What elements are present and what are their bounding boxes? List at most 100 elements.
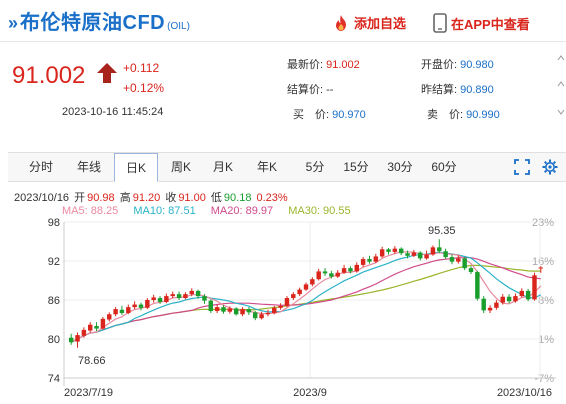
page-header: » 布伦特原油CFD (OIL) 添加自选 在APP中查看 <box>0 0 566 42</box>
candle-body <box>468 268 474 273</box>
quote-open: 开盘价: 90.980 <box>421 56 494 72</box>
candle-body <box>119 309 125 313</box>
candle-body <box>310 279 315 285</box>
candle-body <box>113 309 118 315</box>
ma30-value: MA30: 90.55 <box>288 205 351 217</box>
candle-body <box>367 259 372 262</box>
title-prefix: » <box>8 13 19 33</box>
quote-bid-label: 买 价: <box>293 109 333 121</box>
phone-icon <box>433 13 447 33</box>
tab-15min[interactable]: 15分 <box>343 160 369 174</box>
candle-body <box>189 290 194 295</box>
open-app-button[interactable]: 在APP中查看 <box>433 13 530 33</box>
price-change: +0.112 <box>123 61 160 75</box>
candle-body <box>107 314 112 320</box>
quote-bid-value: 90.970 <box>332 109 366 121</box>
y-tick-label: 98 <box>48 217 60 229</box>
candle-body <box>100 318 106 329</box>
high-annotation: 95.35 <box>428 225 456 237</box>
candle-body <box>424 254 429 259</box>
quote-settle: 结算价: -- <box>287 81 333 97</box>
chart-period-tabs: 分时 年线 日K 周K 月K 年K 5分 15分 30分 60分 <box>8 152 566 182</box>
ohlc-pct: 0.23% <box>256 192 288 204</box>
quote-bid: 买 价: 90.970 <box>293 106 366 122</box>
title-block: » 布伦特原油CFD (OIL) <box>8 6 190 35</box>
candle-body <box>487 307 493 311</box>
tab-yearly-k[interactable]: 年K <box>256 160 277 174</box>
candle-body <box>373 256 379 262</box>
candle-body <box>246 309 252 313</box>
settings-gear-icon[interactable] <box>542 159 558 175</box>
ohlc-low-label: 低 <box>210 192 222 204</box>
tab-year-line[interactable]: 年线 <box>76 160 101 174</box>
ohlc-close-label: 收 <box>165 192 177 204</box>
candle-body <box>494 302 499 308</box>
candle-body <box>272 307 277 313</box>
candle-body <box>157 298 163 302</box>
candle-body <box>379 249 385 257</box>
tab-weekly-k[interactable]: 周K <box>170 160 191 174</box>
low-annotation: 78.66 <box>78 355 106 367</box>
y-tick-label: 74 <box>48 373 60 385</box>
y-tick-label: 80 <box>48 334 60 346</box>
candle-body <box>221 307 226 312</box>
tab-5min[interactable]: 5分 <box>305 160 325 174</box>
ohlc-close: 91.00 <box>178 192 206 204</box>
candle-body <box>94 326 99 329</box>
price-up-arrow-icon <box>97 63 117 83</box>
x-tick-label: 2023/7/19 <box>64 387 113 399</box>
candle-body <box>386 249 391 252</box>
page-title-code: (OIL) <box>167 21 190 32</box>
side-scroll-arrows-icon[interactable] <box>556 52 566 122</box>
tab-daily-k[interactable]: 日K <box>114 153 158 182</box>
candlestick-chart[interactable]: 98 23% 92 16% 86 8% 80 1% 74 -7% 95.35 78.66 2023/7/… <box>0 216 566 404</box>
ohlc-open-label: 开 <box>74 192 86 204</box>
candle-body <box>354 264 359 272</box>
candle-body <box>233 308 239 315</box>
ohlc-high: 91.20 <box>132 192 161 204</box>
quote-latest: 最新价: 91.002 <box>287 56 360 72</box>
y-tick-label: 86 <box>48 295 60 307</box>
tab-60min[interactable]: 60分 <box>431 160 457 174</box>
candle-body <box>278 305 283 308</box>
candle-body <box>449 257 455 262</box>
candle-body <box>183 294 188 299</box>
candle-body <box>145 300 150 308</box>
quote-open-label: 开盘价: <box>421 59 461 71</box>
ohlc-high-label: 高 <box>119 192 131 204</box>
pct-tick-label: -7% <box>534 373 554 385</box>
candle-body <box>335 272 340 277</box>
ohlc-open: 90.98 <box>87 192 115 204</box>
tab-timeshare[interactable]: 分时 <box>28 160 53 174</box>
candle-body <box>170 294 175 297</box>
tab-monthly-k[interactable]: 月K <box>212 160 233 174</box>
candle-body <box>297 289 302 295</box>
add-favorite-button[interactable]: 添加自选 <box>332 13 406 32</box>
candle-body <box>259 314 264 319</box>
quote-ask-value: 90.990 <box>466 109 500 121</box>
candle-body <box>462 258 467 269</box>
candle-body <box>341 268 347 273</box>
ma10-line <box>70 251 542 343</box>
candle-body <box>475 272 480 299</box>
candle-body <box>418 252 423 259</box>
ohlc-low: 90.18 <box>223 192 252 204</box>
tab-30min[interactable]: 30分 <box>387 160 413 174</box>
candle-body <box>392 248 398 252</box>
quote-open-value: 90.980 <box>460 59 494 71</box>
candle-body <box>360 259 366 265</box>
x-tick-label: 2023/9 <box>293 387 327 399</box>
candle-body <box>176 294 182 299</box>
quote-prev-settle-label: 昨结算: <box>421 84 461 96</box>
quote-latest-value: 91.002 <box>326 59 360 71</box>
fullscreen-icon[interactable] <box>514 159 530 175</box>
candle-body <box>329 273 334 277</box>
candle-body <box>138 304 144 308</box>
candle-body <box>75 335 80 342</box>
ohlc-info-line: 2023/10/16 开 90.98 高 91.20 收 91.00 低 90.18 0… <box>14 189 290 205</box>
candle-body <box>81 329 87 336</box>
candle-body <box>506 296 512 302</box>
candle-body <box>500 296 505 303</box>
candle-body <box>519 290 525 297</box>
quote-latest-label: 最新价: <box>287 59 327 71</box>
